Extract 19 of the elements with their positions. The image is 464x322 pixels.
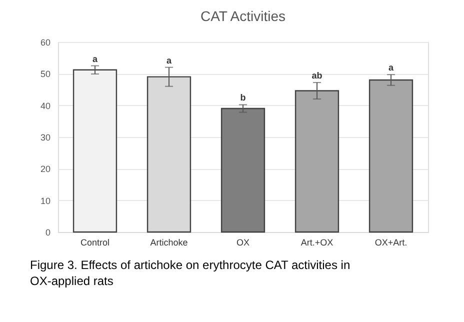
annotation: b bbox=[240, 92, 246, 103]
y-tick-label: 60 bbox=[40, 38, 50, 48]
x-tick-label: OX bbox=[236, 238, 250, 248]
caption: Figure 3. Effects of artichoke on erythrocyte CAT activities in OX-applied rats bbox=[30, 258, 350, 288]
annotation: a bbox=[92, 54, 98, 64]
x-tick-label: Artichoke bbox=[150, 238, 188, 248]
y-tick-label: 20 bbox=[40, 164, 50, 174]
y-tick-label: 0 bbox=[45, 228, 50, 238]
x-tick-label: Art.+OX bbox=[300, 238, 334, 248]
annotation: a bbox=[166, 55, 172, 66]
x-tick-label: OX+Art. bbox=[374, 238, 408, 248]
annotation: ab bbox=[312, 70, 323, 81]
y-tick-label: 50 bbox=[40, 69, 50, 80]
chart-title: CAT Activities bbox=[200, 8, 286, 24]
x-tick-label: Control bbox=[80, 238, 110, 248]
y-tick-label: 10 bbox=[40, 196, 50, 206]
annotation: a bbox=[388, 62, 394, 73]
y-tick-label: 40 bbox=[40, 100, 50, 111]
y-tick-label: 30 bbox=[40, 132, 50, 142]
